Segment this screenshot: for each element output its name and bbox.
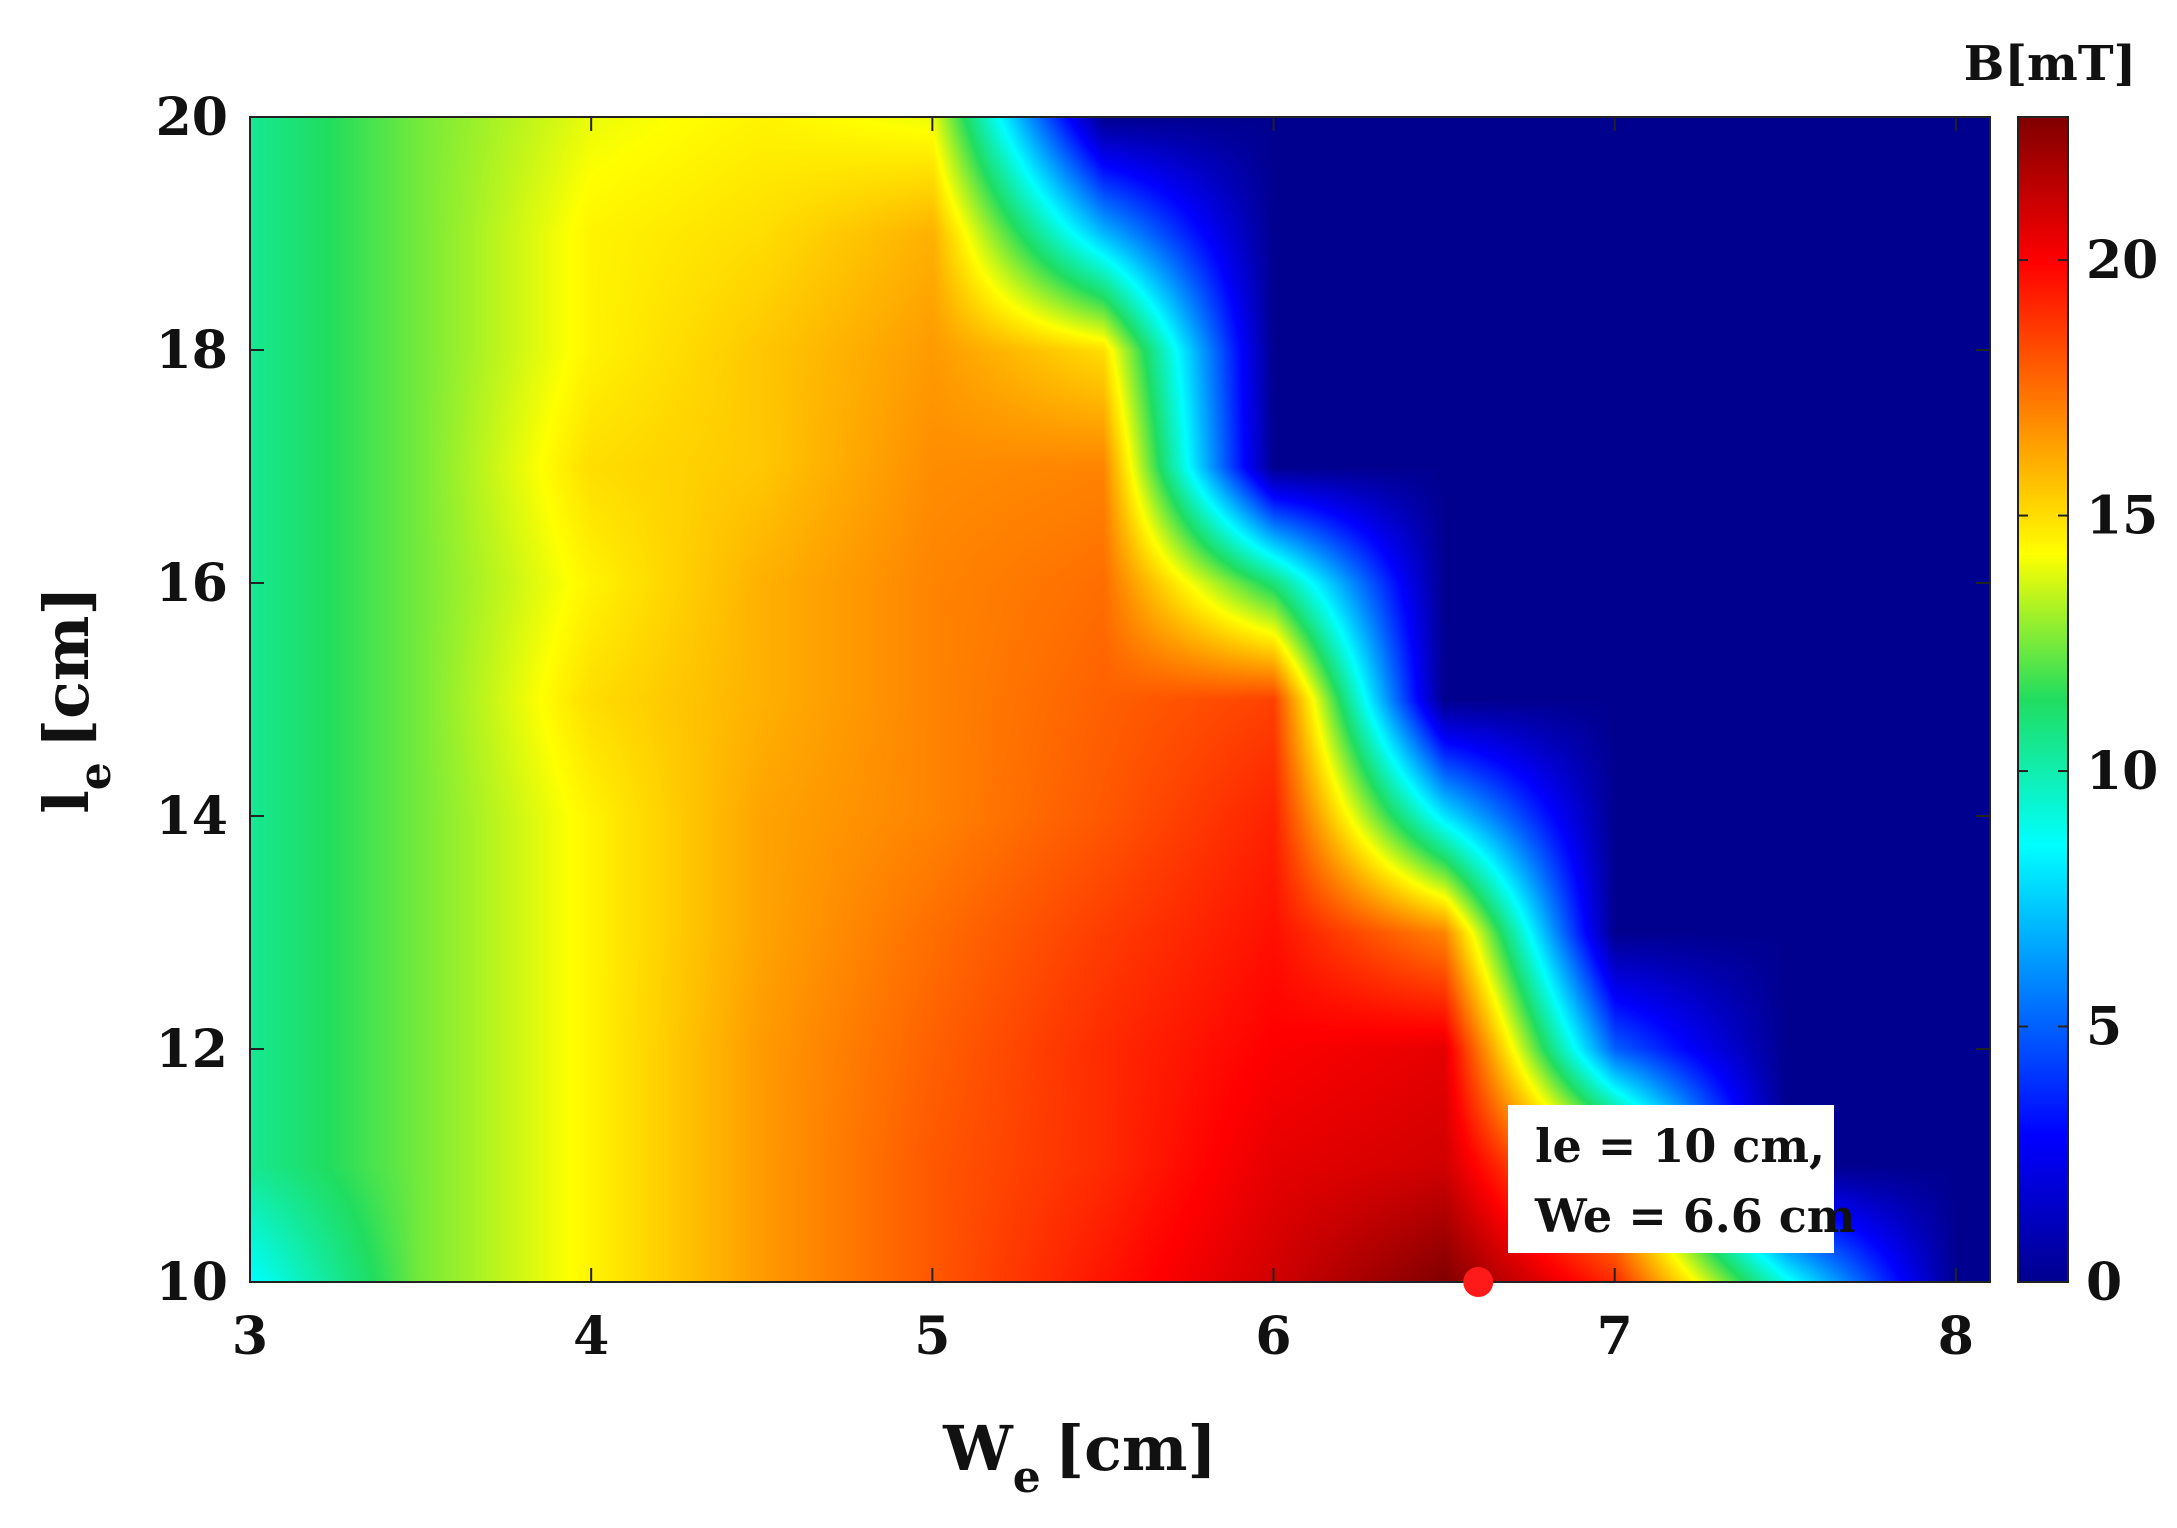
- heatmap-field: [250, 117, 1990, 1282]
- y-axis-label: le [cm]: [30, 586, 121, 814]
- y-tick-label: 12: [156, 1019, 228, 1080]
- x-ticks: 3 4 5 6 7 8: [232, 117, 1974, 1367]
- colorbar-tick-label: 15: [2086, 486, 2158, 547]
- annotation-box: le = 10 cm, We = 6.6 cm: [1508, 1105, 1855, 1253]
- x-tick-label: 8: [1938, 1306, 1974, 1367]
- y-axis-label-main: l: [30, 790, 103, 814]
- x-tick-label: 6: [1255, 1306, 1291, 1367]
- x-tick-label: 7: [1597, 1306, 1633, 1367]
- y-axis-label-sub: e: [70, 762, 121, 790]
- y-tick-label: 14: [156, 786, 228, 847]
- x-axis-label: We [cm]: [942, 1412, 1217, 1503]
- x-tick-label: 5: [914, 1306, 950, 1367]
- x-tick-label: 3: [232, 1306, 268, 1367]
- colorbar-tick-label: 10: [2086, 741, 2158, 802]
- annotation-line-1: le = 10 cm,: [1535, 1119, 1825, 1173]
- plot-frame: [249, 116, 1991, 1283]
- x-axis-label-unit: [cm]: [1055, 1412, 1217, 1485]
- x-axis-label-main: W: [942, 1412, 1014, 1485]
- annotation-line-2: We = 6.6 cm: [1534, 1189, 1855, 1243]
- y-ticks: 10 12 14 16 18 20: [156, 87, 1990, 1313]
- colorbar-tick-label: 20: [2086, 230, 2158, 291]
- y-tick-label: 16: [156, 553, 228, 614]
- colorbar-tick-label: 5: [2086, 997, 2122, 1058]
- y-tick-label: 10: [156, 1252, 228, 1313]
- x-tick-label: 4: [573, 1306, 609, 1367]
- y-axis-label-unit: [cm]: [30, 586, 103, 748]
- colorbar-label: B[mT]: [1964, 36, 2137, 92]
- colorbar-tick-label: 0: [2086, 1252, 2122, 1313]
- colorbar: [2017, 116, 2069, 1283]
- colorbar-ticks: 0 5 10 15 20: [2018, 230, 2158, 1313]
- y-tick-label: 20: [156, 87, 228, 148]
- y-tick-label: 18: [156, 320, 228, 381]
- x-axis-label-sub: e: [1013, 1452, 1041, 1503]
- optimum-marker: [1463, 1267, 1494, 1297]
